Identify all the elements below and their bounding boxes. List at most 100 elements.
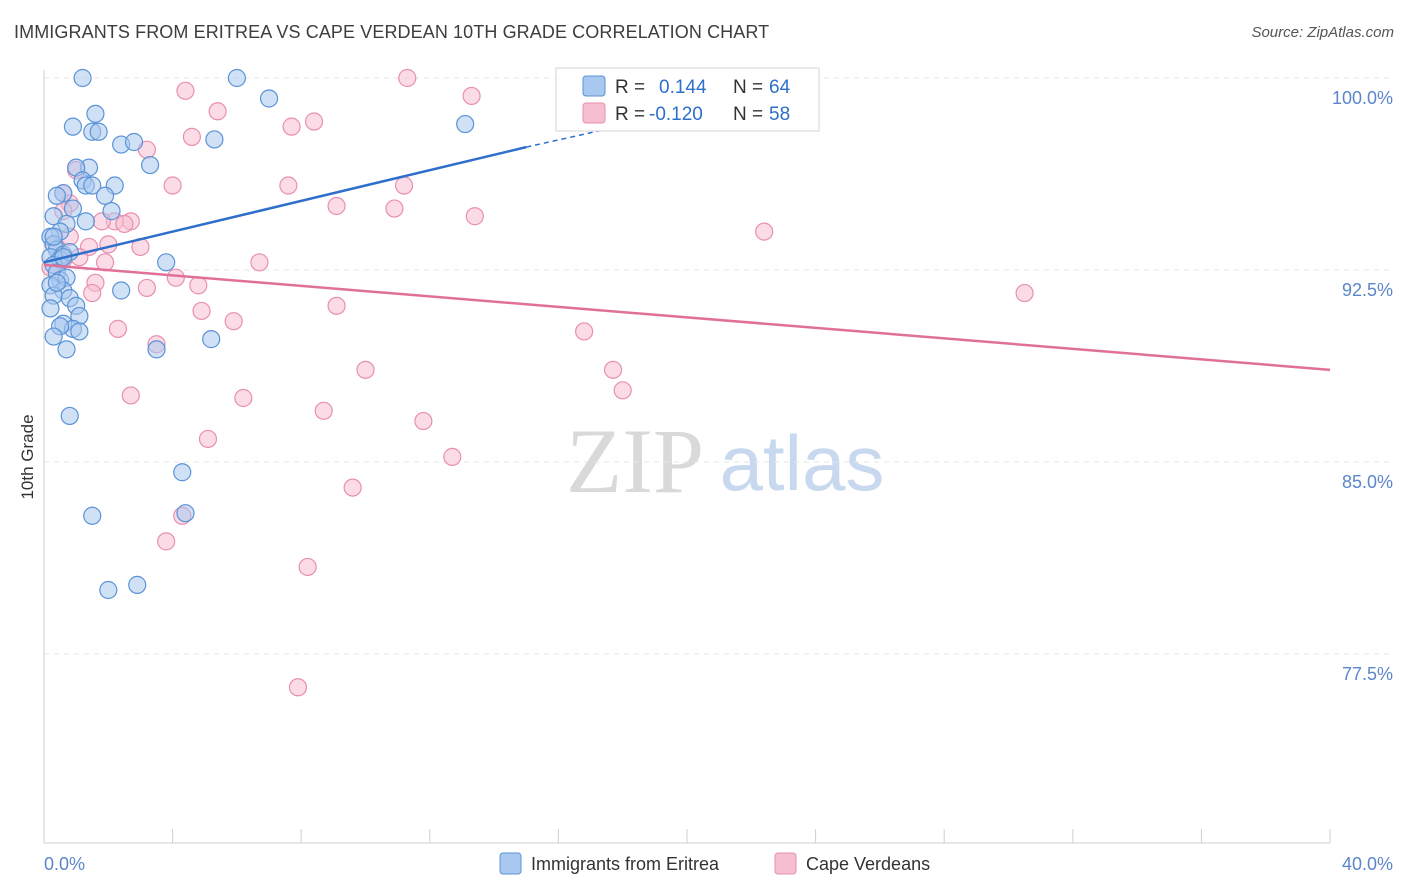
watermark-atlas: atlas — [720, 419, 885, 507]
series-cape-verdeans — [41, 68, 1034, 697]
cape-verdean-point — [304, 112, 324, 131]
cape-verdean-point — [234, 388, 253, 408]
cape-verdean-point — [314, 401, 333, 420]
cape-verdean-point — [385, 199, 404, 218]
eritrea-point — [83, 176, 102, 195]
bottom-legend-swatch-eritrea — [499, 852, 522, 875]
eritrea-point — [147, 340, 166, 359]
cape-verdean-point — [613, 381, 632, 400]
y-axis-label: 10th Grade — [18, 414, 37, 499]
cape-verdean-point — [176, 81, 195, 100]
eritrea-point — [99, 580, 118, 600]
eritrea-trend-extension — [526, 128, 607, 148]
cape-verdean-point — [157, 532, 176, 551]
series-eritrea — [41, 68, 475, 600]
cape-verdean-point — [121, 386, 140, 405]
cape-verdean-point — [1015, 283, 1034, 303]
eritrea-trend-line — [43, 145, 527, 264]
bottom-legend-swatch-cape-verdeans — [774, 852, 797, 875]
cape-verdean-point — [603, 360, 623, 379]
y-tick-label: 85.0% — [1342, 472, 1393, 492]
legend-swatch-cape-verdeans — [582, 102, 606, 124]
eritrea-point — [44, 227, 63, 246]
grid-lines — [44, 77, 1393, 655]
cape-verdean-point — [327, 196, 346, 216]
cape-verdean-point — [108, 319, 128, 338]
cape-verdean-point — [83, 283, 102, 303]
cape-verdean-point — [192, 301, 211, 321]
series-legend: Immigrants from Eritrea Cape Verdeans — [499, 852, 930, 875]
legend-n-label-1: N = — [733, 77, 763, 98]
eritrea-point — [60, 406, 79, 426]
legend-n-value-1: 64 — [769, 77, 791, 98]
eritrea-point — [140, 155, 160, 175]
cape-verdean-point — [575, 322, 594, 341]
cape-verdean-point — [250, 253, 269, 272]
eritrea-point — [205, 130, 224, 149]
cape-verdean-point — [394, 176, 414, 195]
cape-verdean-point — [282, 117, 301, 136]
trend-lines — [43, 128, 1331, 372]
eritrea-point — [456, 114, 475, 134]
cape-verdean-point — [343, 478, 362, 497]
correlation-legend: R = 0.144 N = 64 R = -0.120 N = 58 — [555, 67, 820, 132]
y-tick-label: 92.5% — [1342, 280, 1393, 300]
eritrea-point — [70, 322, 89, 341]
eritrea-point — [202, 330, 221, 349]
eritrea-point — [173, 463, 192, 482]
x-tick-label-max: 40.0% — [1342, 854, 1393, 874]
chart-title: IMMIGRANTS FROM ERITREA VS CAPE VERDEAN … — [14, 22, 770, 42]
cape-verdean-point — [755, 222, 774, 241]
legend-r-label-2: R = — [615, 104, 645, 125]
cape-verdean-point — [163, 176, 182, 195]
eritrea-point — [47, 186, 66, 205]
eritrea-point — [157, 253, 176, 272]
cape-verdean-point — [298, 557, 317, 577]
legend-r-value-2: -0.120 — [649, 104, 703, 125]
bottom-legend-label-eritrea: Immigrants from Eritrea — [531, 854, 720, 874]
eritrea-point — [124, 132, 144, 152]
eritrea-point — [176, 504, 195, 523]
eritrea-point — [73, 68, 92, 88]
y-tick-label: 100.0% — [1332, 88, 1393, 108]
legend-r-value-1: 0.144 — [659, 77, 707, 98]
y-axis-ticks: 100.0% 92.5% 85.0% 77.5% — [1332, 88, 1393, 684]
eritrea-point — [83, 506, 102, 525]
cape-verdean-point — [288, 678, 308, 697]
legend-swatch-eritrea — [582, 75, 606, 97]
eritrea-point — [128, 575, 147, 594]
watermark-zip: ZIP — [566, 410, 704, 512]
eritrea-point — [112, 281, 131, 300]
eritrea-point — [41, 299, 60, 318]
eritrea-point — [102, 202, 121, 221]
cape-verdean-point — [224, 312, 243, 331]
x-axis-ticks — [172, 829, 1331, 843]
cape-verdean-point — [327, 296, 346, 315]
eritrea-point — [63, 199, 83, 218]
cape-verdean-point — [398, 68, 417, 88]
cape-verdean-point — [279, 176, 298, 195]
eritrea-point — [86, 104, 105, 123]
eritrea-point — [259, 89, 279, 108]
source-label: Source: ZipAtlas.com — [1251, 24, 1394, 41]
legend-n-label-2: N = — [733, 104, 763, 125]
cape-verdean-point — [182, 127, 201, 146]
legend-r-label-1: R = — [615, 77, 645, 98]
cape-verdean-point — [443, 447, 462, 466]
y-tick-label: 77.5% — [1342, 664, 1393, 684]
eritrea-point — [89, 122, 108, 141]
cape-verdean-point — [198, 429, 218, 449]
cape-verdean-point — [137, 278, 156, 298]
cape-verdean-point — [166, 268, 185, 287]
cape-verdean-point — [414, 411, 433, 431]
eritrea-point — [95, 186, 115, 205]
cape-verdean-point — [462, 86, 481, 106]
eritrea-point — [47, 273, 66, 292]
bottom-legend-label-cape-verdeans: Cape Verdeans — [806, 854, 930, 874]
legend-n-value-2: 58 — [769, 104, 790, 125]
cape-verdean-trend-line — [43, 263, 1331, 372]
cape-verdean-point — [465, 207, 484, 226]
eritrea-point — [76, 212, 95, 231]
eritrea-point — [44, 327, 63, 346]
